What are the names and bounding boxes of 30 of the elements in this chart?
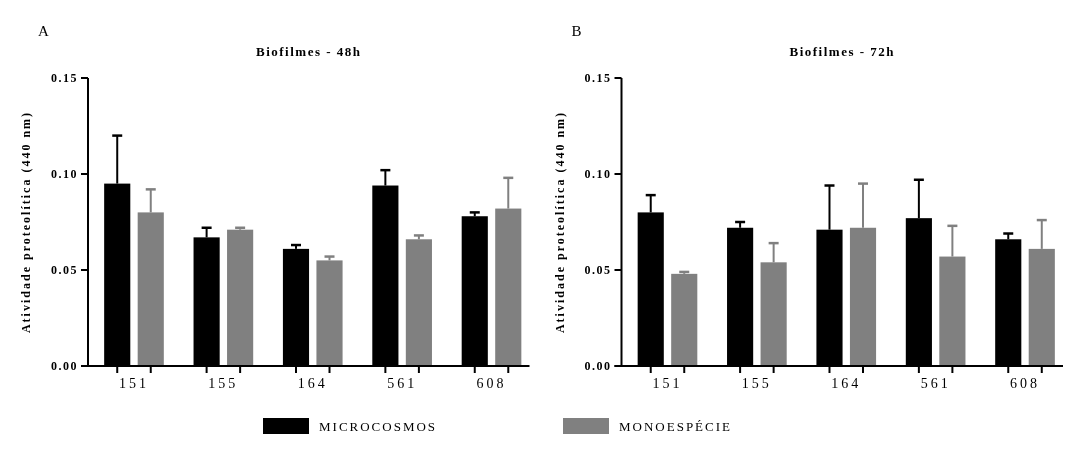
y-tick-label: 0.05 — [584, 263, 612, 278]
y-axis-title: Atividade proteolítica (440 nm) — [19, 110, 33, 334]
y-tick-label: 0.10 — [584, 167, 612, 182]
x-tick-label: 155 — [208, 376, 239, 391]
x-tick-label: 164 — [297, 376, 328, 391]
text: B — [571, 23, 582, 39]
x-tick-label: 155 — [741, 376, 772, 391]
x-tick-label: 164 — [831, 376, 862, 391]
x-tick-label: 151 — [652, 376, 683, 391]
y-tick-label: 0.15 — [584, 71, 612, 86]
x-tick-label: 561 — [920, 376, 951, 391]
bar — [671, 273, 698, 366]
y-tick-label: 0.00 — [584, 359, 612, 374]
y-tick-label: 0.10 — [51, 167, 78, 182]
bar — [405, 239, 432, 366]
x-tick-label: 608 — [476, 376, 507, 391]
y-tick-label: 0.15 — [51, 71, 78, 86]
x-tick-label: 561 — [387, 376, 418, 391]
bar — [316, 260, 343, 366]
y-tick-label: 0.05 — [51, 263, 78, 278]
legend-label: MONOESPÉCIE — [619, 419, 733, 434]
legend-label: MICROCOSMOS — [319, 419, 438, 434]
x-tick-label: 151 — [118, 376, 149, 391]
bar — [227, 229, 254, 366]
text: A — [38, 23, 49, 39]
y-axis-title: Atividade proteolítica (440 nm) — [552, 110, 567, 334]
x-tick-label: 608 — [1010, 376, 1041, 391]
chart-title: Biofilmes - 48h — [255, 44, 362, 59]
y-tick-label: 0.00 — [51, 359, 78, 374]
chart-title: Biofilmes - 72h — [789, 44, 896, 59]
